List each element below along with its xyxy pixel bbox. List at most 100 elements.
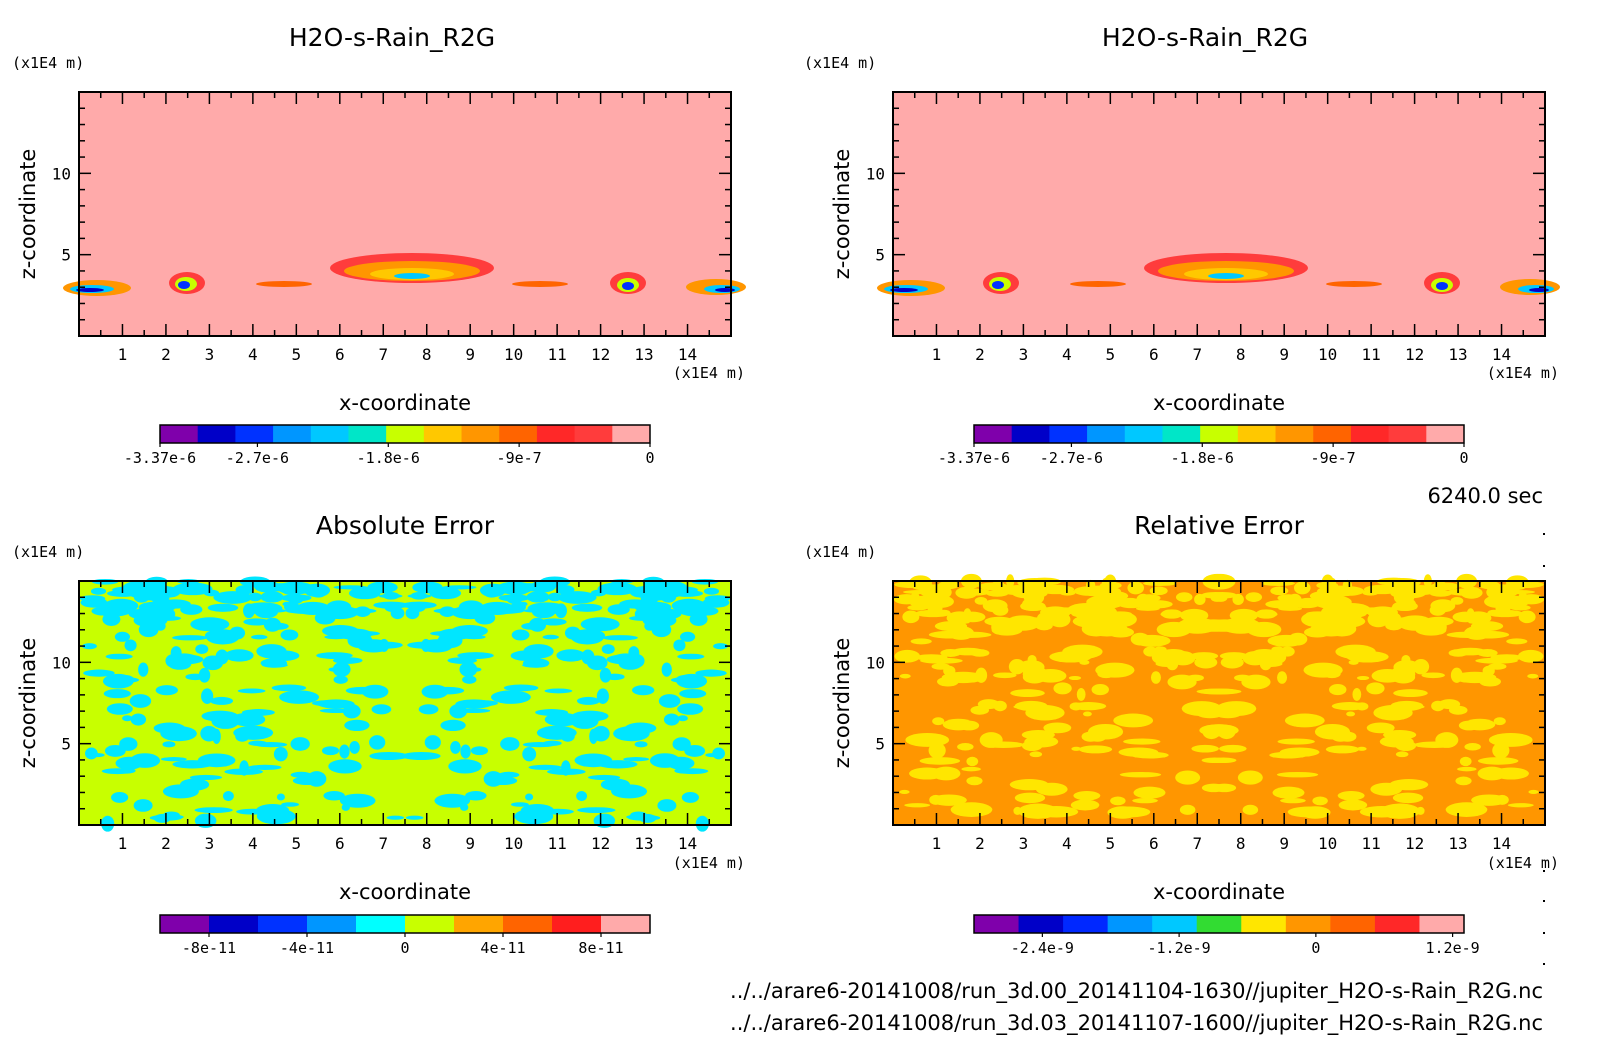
error-blob [522,747,537,762]
colorbar-segment [1350,425,1390,443]
error-blob [491,690,531,704]
colorbar-label: -2.7e-6 [226,449,289,467]
error-blob [1029,751,1043,758]
error-blob [958,588,991,596]
colorbar: -3.37e-6 -2.7e-6 -1.8e-6 -9e-7 0 [124,424,655,467]
error-blob [462,675,477,684]
error-blob [284,602,301,612]
y-tick-label: 5 [61,735,71,754]
error-blob [421,638,431,652]
error-blob [681,791,699,803]
error-blob [695,815,709,832]
x-tick-label: 4 [248,834,258,853]
colorbar-label: 8e-11 [578,939,623,957]
error-blob [295,601,331,616]
x-tick-label: 14 [678,834,697,853]
error-blob [547,768,586,775]
error-blob [1349,606,1363,621]
error-blob [1466,630,1510,639]
error-blob [1325,745,1360,754]
error-blob [586,655,608,671]
colorbar-frame [973,914,1465,934]
error-blob [974,597,988,605]
colorbar-segment [1374,915,1420,933]
colorbar-label: 4e-11 [480,939,525,957]
colorbar-frame [973,424,1465,444]
colorbar-segment [1200,425,1239,443]
error-blob [90,753,105,758]
x-tick-label: 13 [1448,345,1467,364]
error-blob [1179,804,1196,815]
error-blob [544,688,573,694]
error-blob [580,617,620,632]
colorbar-label: -9e-7 [1311,449,1356,467]
error-blob [677,653,705,660]
error-blob [1181,701,1222,717]
error-blob [531,605,556,619]
error-blob [1123,738,1161,745]
error-blob [570,713,599,729]
colorbar-label: 0 [1311,939,1320,957]
error-blob [1312,796,1328,806]
error-blob [1507,803,1534,808]
error-blob [1053,682,1072,695]
error-blob [260,658,288,668]
x-tick-label: 5 [292,345,302,364]
x-unit-label: (x1E4 m) [673,854,745,872]
feature-x2 [178,281,190,289]
error-blob [311,700,344,707]
error-blob [1331,702,1368,711]
error-blob [1071,746,1082,751]
feature-x2 [992,281,1004,289]
colorbar-segment [574,425,613,443]
error-blob [1448,649,1468,657]
error-blob [213,591,253,604]
feature-central [1208,273,1244,279]
error-blob [311,590,326,598]
error-blob [1486,609,1523,618]
colorbar-segment [273,425,312,443]
error-blob [447,657,478,664]
colorbar-segment [1330,915,1376,933]
error-blob [919,757,961,765]
colorbar-segment [612,425,651,443]
error-blob [928,595,954,608]
error-blob [511,629,530,641]
error-blob [602,635,638,641]
x-tick-label: 2 [161,345,171,364]
error-blob [114,631,130,642]
error-blob [333,675,348,684]
feature-streak [512,281,568,287]
error-blob [1271,646,1284,653]
file-path-2: ../../arare6-20141008/run_3d.03_20141107… [730,1011,1543,1036]
error-blob [190,617,230,632]
error-blob [1392,792,1424,804]
error-blob [119,737,138,751]
x-tick-label: 9 [1279,345,1289,364]
error-blob [82,643,97,650]
error-blob [535,709,569,716]
error-blob [1160,611,1180,618]
error-blob [1286,716,1318,728]
error-blob [349,740,360,754]
colorbar-segment [1087,425,1126,443]
error-blob [105,653,133,660]
error-blob [210,696,234,705]
x-tick-label: 11 [1362,345,1381,364]
colorbar-segment [348,425,387,443]
error-blob [1475,657,1518,664]
error-blob [1398,704,1425,710]
colorbar: -2.4e-9 -1.2e-9 0 1.2e-9 [973,914,1480,957]
error-blob [159,599,191,609]
plot-background [79,92,731,336]
error-blob [614,653,638,662]
error-blob [970,649,990,657]
error-blob [155,685,178,696]
error-blob [966,756,979,767]
error-blob [958,720,980,731]
error-blob [663,713,680,726]
error-blob [195,644,209,655]
error-blob [130,713,147,726]
error-blob [379,638,389,652]
colorbar-segment [356,915,406,933]
